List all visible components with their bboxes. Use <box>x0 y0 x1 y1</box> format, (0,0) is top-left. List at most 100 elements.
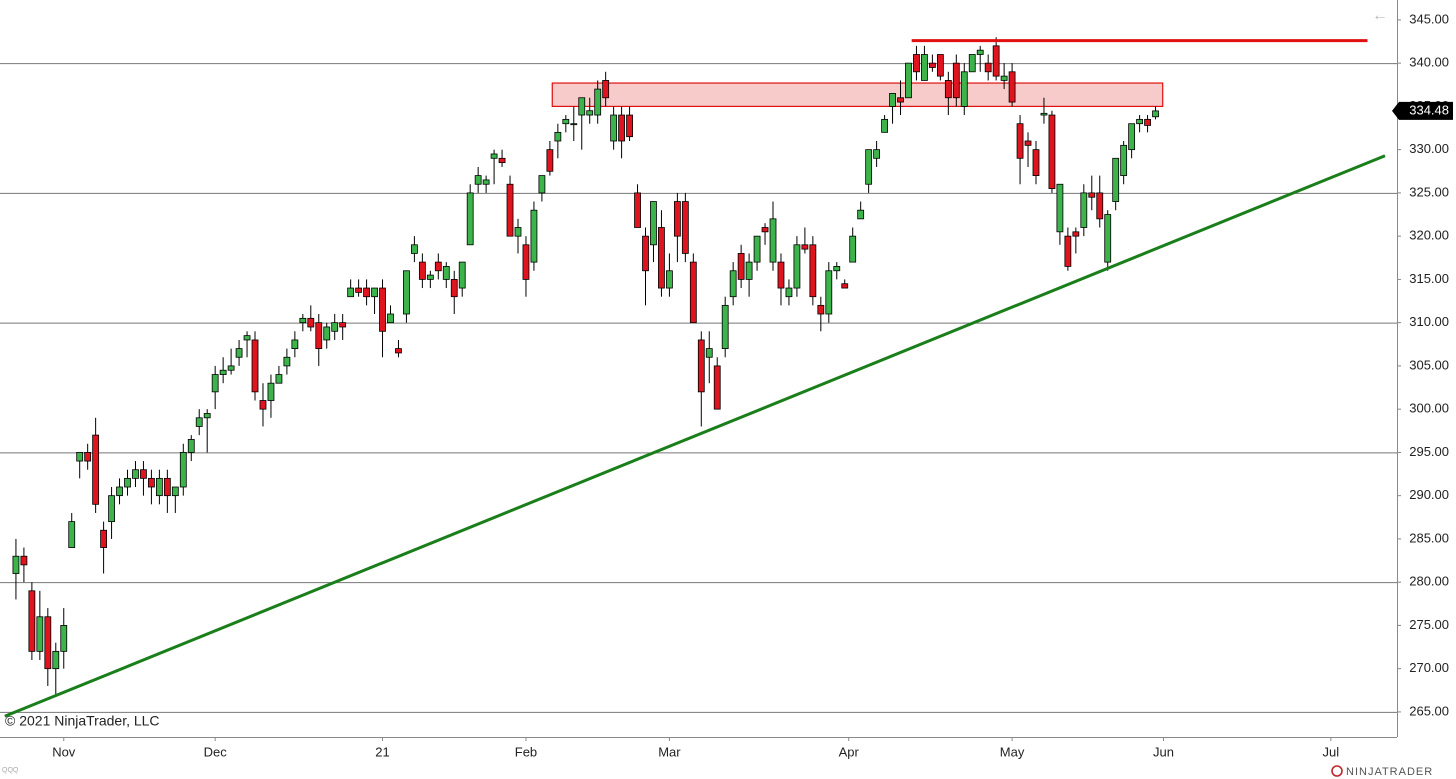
candle-body <box>610 114 618 142</box>
candle-body <box>52 650 60 670</box>
candle-body <box>705 348 713 358</box>
candle-body <box>132 469 139 479</box>
candle-body <box>618 114 625 142</box>
y-tick-label: 275.00 <box>1409 617 1449 632</box>
candle-body <box>801 244 809 250</box>
x-tick-label: 21 <box>375 744 389 759</box>
candle-body <box>100 529 107 548</box>
candle-body <box>673 201 681 237</box>
candle-body <box>140 469 147 479</box>
candle-body <box>474 175 482 185</box>
candle-body <box>179 452 187 488</box>
candle-body <box>562 118 570 125</box>
candle-body <box>227 365 235 371</box>
candle-body <box>968 54 976 73</box>
candle-body <box>514 227 522 237</box>
candle-body <box>753 235 761 263</box>
candle-body <box>873 149 881 159</box>
candle-body <box>928 62 936 68</box>
candle-body <box>642 235 649 272</box>
candle-body <box>219 369 227 375</box>
y-tick-label: 345.00 <box>1409 11 1449 26</box>
y-tick-label: 265.00 <box>1409 703 1449 718</box>
candle-body <box>650 201 657 246</box>
candle-body <box>498 157 506 164</box>
candle-body <box>355 287 363 293</box>
candle-body <box>865 149 873 185</box>
candle-body <box>36 616 44 652</box>
candle-body <box>1016 123 1024 159</box>
x-tick-label: Jul <box>1323 744 1340 759</box>
candle-body <box>466 192 474 246</box>
candle-body <box>371 287 378 298</box>
candle-body <box>275 374 283 384</box>
candle-body <box>44 616 52 670</box>
candle-body <box>68 521 76 548</box>
candle-body <box>721 304 729 350</box>
x-tick-label: Jun <box>1153 744 1174 759</box>
y-tick-label: 310.00 <box>1409 314 1449 329</box>
y-tick-label: 325.00 <box>1409 184 1449 199</box>
candle-body <box>163 477 171 497</box>
candle-body <box>251 339 259 393</box>
candle-body <box>1128 123 1136 151</box>
candle-body <box>841 283 849 289</box>
back-arrow[interactable]: ← <box>1372 7 1388 24</box>
candle-body <box>769 218 777 263</box>
candle-body <box>1056 183 1064 233</box>
candle-body <box>315 322 323 350</box>
candle-body <box>570 123 578 126</box>
candle-body <box>849 235 857 263</box>
candle-body <box>1024 140 1032 146</box>
candle-body <box>538 175 546 194</box>
candle-body <box>602 80 610 99</box>
candle-body <box>976 49 984 55</box>
y-tick-label: 300.00 <box>1409 401 1449 416</box>
candle-body <box>195 417 203 427</box>
candle-body <box>92 434 100 505</box>
candle-body <box>108 495 115 523</box>
candle-body <box>634 192 641 228</box>
last-price-marker <box>1392 101 1453 120</box>
candle-body <box>299 317 307 324</box>
candle-body <box>60 625 68 652</box>
candle-body <box>809 244 817 298</box>
x-tick-label: Dec <box>204 744 228 759</box>
candle-body <box>1096 192 1104 220</box>
y-tick-label: 315.00 <box>1409 271 1449 286</box>
candle-body <box>243 335 251 341</box>
candle-body <box>586 110 594 116</box>
candle-body <box>458 261 466 289</box>
candle-body <box>1064 235 1072 267</box>
candle-body <box>713 365 721 410</box>
candle-body <box>833 266 841 272</box>
resistance-zone <box>551 82 1164 107</box>
last-price-label: 334.48 <box>1409 102 1449 117</box>
candle-body <box>395 348 402 354</box>
candle-body <box>817 304 825 315</box>
candle-body <box>984 62 992 73</box>
y-tick-label: 320.00 <box>1409 228 1449 243</box>
candle-body <box>1040 112 1048 116</box>
candle-body <box>490 153 498 159</box>
y-tick-label: 280.00 <box>1409 574 1449 589</box>
candle-body <box>12 555 20 574</box>
candle-body <box>387 313 394 324</box>
candle-body <box>1136 118 1143 125</box>
candle-body <box>410 244 418 254</box>
candle-body <box>729 270 737 298</box>
candle-body <box>291 339 299 350</box>
candle-body <box>363 287 370 298</box>
candle-body <box>20 555 28 566</box>
candle-body <box>426 274 434 280</box>
candle-body <box>331 322 339 332</box>
candle-body <box>84 452 92 462</box>
y-tick-label: 285.00 <box>1409 530 1449 545</box>
candle-body <box>347 287 355 298</box>
x-tick-label: May <box>1000 744 1025 759</box>
candle-body <box>626 114 633 138</box>
candle-body <box>1104 214 1112 263</box>
candle-body <box>1088 192 1096 198</box>
candle-body <box>658 227 665 289</box>
candle-body <box>187 439 195 453</box>
